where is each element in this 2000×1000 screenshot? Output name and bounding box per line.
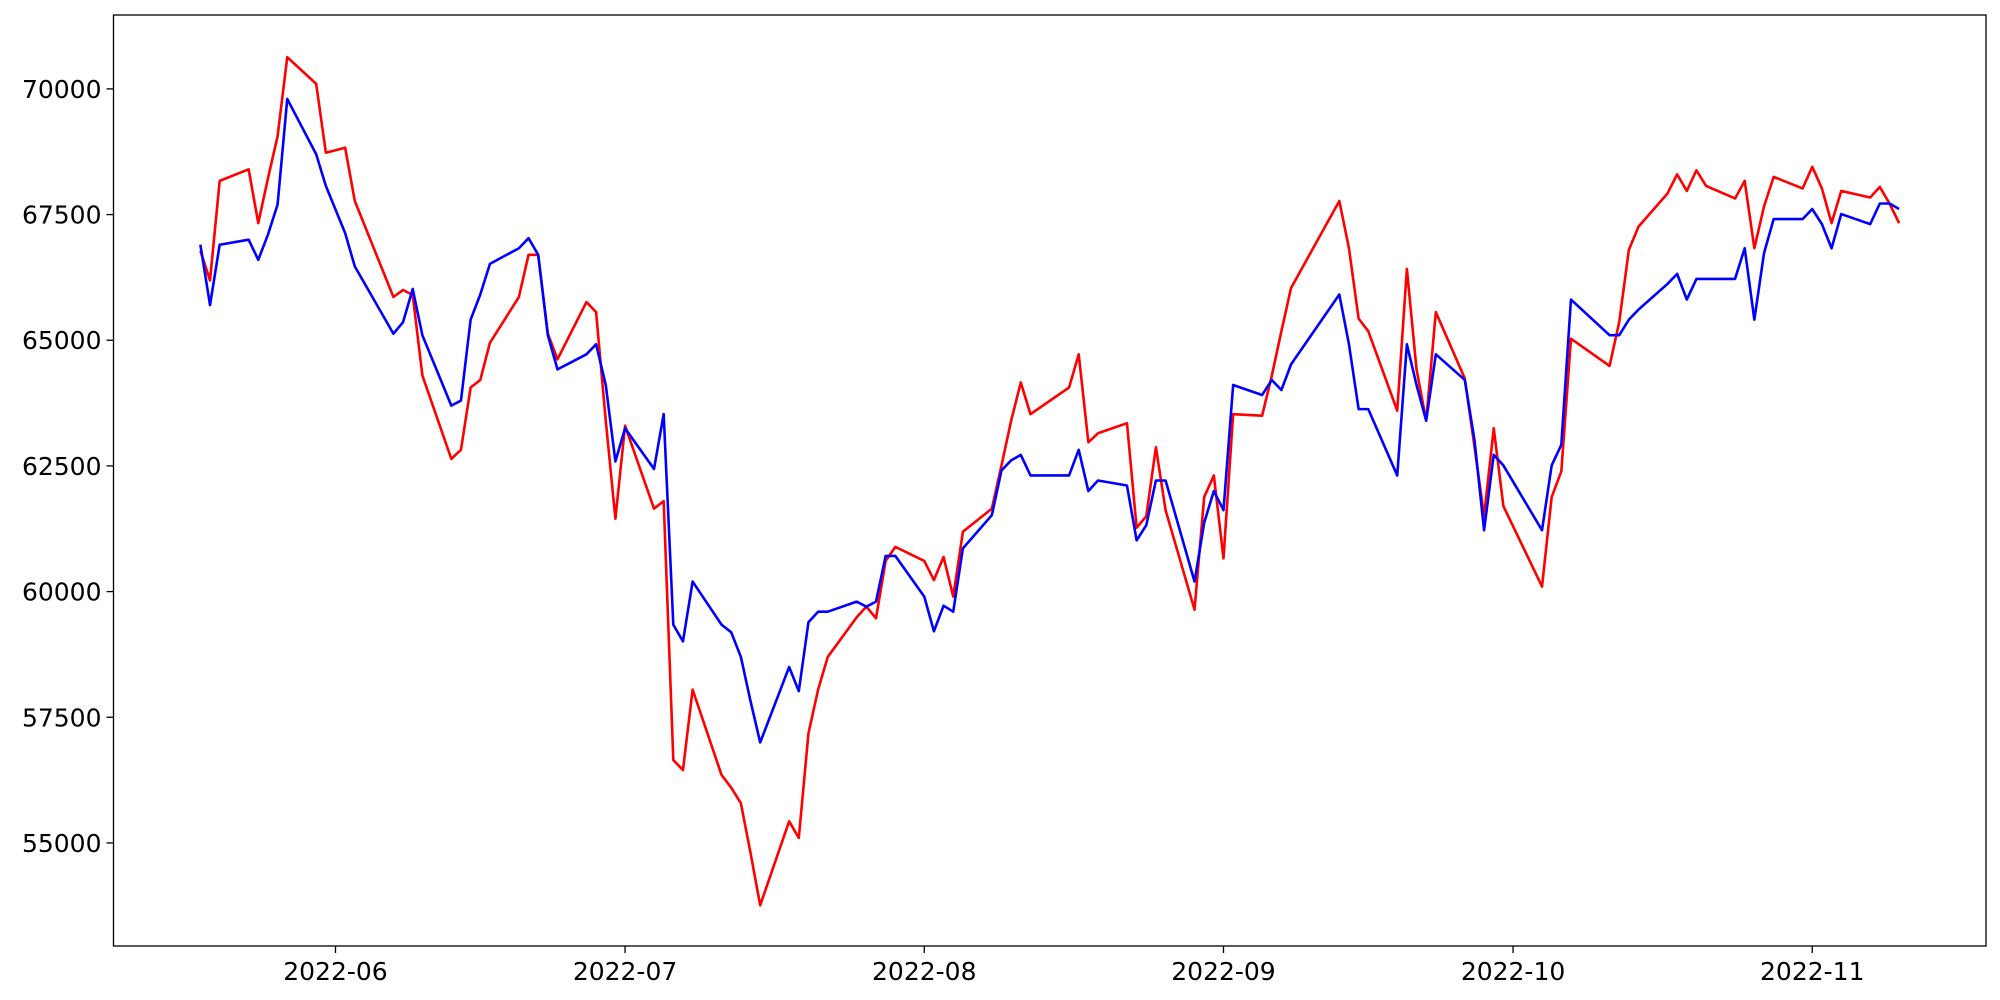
x-tick-label: 2022-10 xyxy=(1461,957,1565,986)
y-tick-label: 57500 xyxy=(22,703,102,732)
series-line xyxy=(199,97,1900,744)
y-tick-label: 60000 xyxy=(22,578,102,607)
y-tick-label: 62500 xyxy=(22,452,102,481)
x-tick-label: 2022-09 xyxy=(1171,957,1275,986)
plot-frame xyxy=(112,14,1987,947)
x-tick-label: 2022-07 xyxy=(573,957,677,986)
series-line xyxy=(199,55,1901,907)
x-tick-label: 2022-11 xyxy=(1760,957,1864,986)
y-tick-label: 65000 xyxy=(22,326,102,355)
y-tick-label: 70000 xyxy=(22,75,102,104)
x-tick-label: 2022-08 xyxy=(872,957,976,986)
x-tick-label: 2022-06 xyxy=(283,957,387,986)
y-tick-label: 55000 xyxy=(22,829,102,858)
y-tick-label: 67500 xyxy=(22,201,102,230)
